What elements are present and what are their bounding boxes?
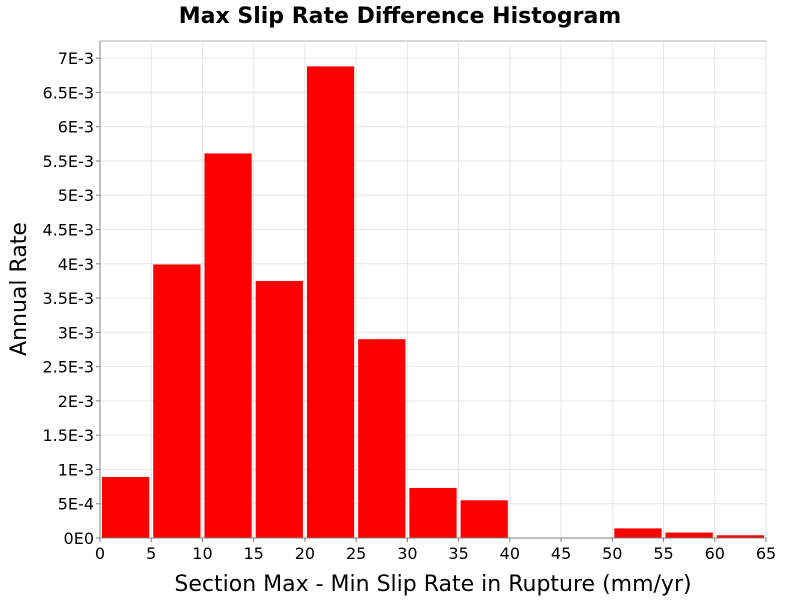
histogram-bar: [358, 339, 406, 538]
y-tick-label: 3.5E-3: [42, 289, 94, 308]
bars: [102, 66, 764, 539]
histogram-bar: [460, 500, 508, 538]
x-tick-label: 10: [192, 544, 212, 563]
x-tick-label: 50: [602, 544, 622, 563]
x-tick-label: 25: [346, 544, 366, 563]
y-tick-label: 5E-4: [58, 495, 94, 514]
histogram-bar: [255, 280, 303, 538]
x-tick-label: 30: [397, 544, 417, 563]
y-tick-label: 1.5E-3: [42, 426, 94, 445]
histogram-bar: [204, 153, 252, 539]
x-axis-ticks: 0 5 10 15 20 25 30 35 40 45 50 55 60 65: [95, 538, 776, 563]
histogram-bar: [306, 66, 355, 538]
x-tick-label: 65: [756, 544, 776, 563]
x-tick-label: 5: [146, 544, 156, 563]
y-tick-label: 5E-3: [58, 186, 94, 205]
y-tick-label: 4E-3: [58, 255, 94, 274]
x-tick-label: 0: [95, 544, 105, 563]
y-tick-label: 4.5E-3: [42, 221, 94, 240]
y-tick-label: 2E-3: [58, 392, 94, 411]
y-tick-label: 6E-3: [58, 118, 94, 137]
histogram-bar: [614, 528, 662, 538]
y-axis-label: Annual Rate: [7, 222, 32, 356]
x-tick-label: 20: [295, 544, 315, 563]
chart-title: Max Slip Rate Difference Histogram: [179, 4, 621, 29]
x-tick-label: 60: [705, 544, 725, 563]
x-tick-label: 55: [653, 544, 673, 563]
y-tick-label: 0E0: [64, 529, 94, 548]
x-tick-label: 40: [500, 544, 520, 563]
y-tick-label: 6.5E-3: [42, 83, 94, 102]
y-tick-label: 2.5E-3: [42, 358, 94, 377]
x-tick-label: 15: [244, 544, 264, 563]
histogram-bar: [665, 532, 713, 538]
histogram-bar: [716, 535, 764, 538]
y-tick-label: 5.5E-3: [42, 152, 94, 171]
axes: [99, 41, 766, 539]
x-tick-label: 35: [448, 544, 468, 563]
y-tick-label: 7E-3: [58, 49, 94, 68]
x-axis-label: Section Max - Min Slip Rate in Rupture (…: [174, 572, 691, 597]
histogram-bar: [409, 487, 457, 538]
y-tick-label: 1E-3: [58, 460, 94, 479]
x-tick-label: 45: [551, 544, 571, 563]
y-tick-label: 3E-3: [58, 323, 94, 342]
y-axis-ticks: 0E0 5E-4 1E-3 1.5E-3 2E-3 2.5E-3 3E-3 3.5E-3 4E-…: [42, 49, 100, 548]
histogram-bar: [153, 264, 201, 538]
histogram-bar: [102, 476, 150, 538]
